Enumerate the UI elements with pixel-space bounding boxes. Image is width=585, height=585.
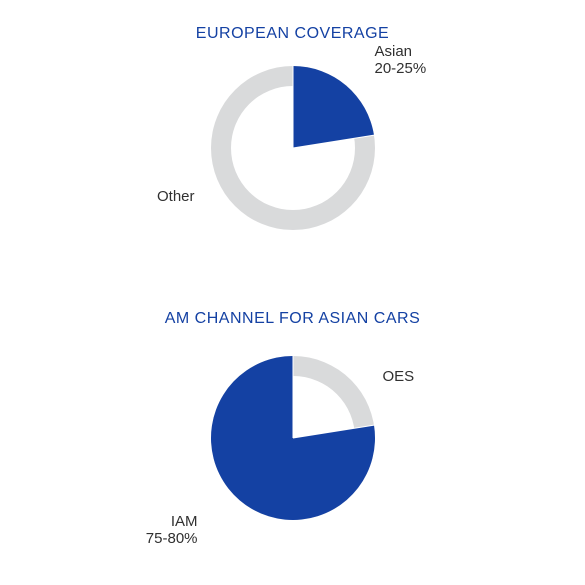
label-other: Other <box>157 188 195 205</box>
page-root: EUROPEAN COVERAGE Asian 20-25% Other AM … <box>0 0 585 585</box>
wedge-asian <box>293 66 374 148</box>
label-oes: OES <box>383 368 415 385</box>
chart-canvas-european: Asian 20-25% Other <box>93 43 493 243</box>
chart-title-european: EUROPEAN COVERAGE <box>0 25 585 43</box>
slice-asian <box>293 66 374 148</box>
label-iam: IAM 75-80% <box>146 513 198 548</box>
donut-svg-european <box>93 43 493 243</box>
label-asian: Asian 20-25% <box>375 43 427 78</box>
chart-title-am-channel: AM CHANNEL FOR ASIAN CARS <box>0 310 585 328</box>
chart-european-coverage: EUROPEAN COVERAGE Asian 20-25% Other <box>0 25 585 243</box>
chart-canvas-am-channel: OES IAM 75-80% <box>93 328 493 548</box>
chart-am-channel: AM CHANNEL FOR ASIAN CARS OES IAM 75-80% <box>0 310 585 548</box>
